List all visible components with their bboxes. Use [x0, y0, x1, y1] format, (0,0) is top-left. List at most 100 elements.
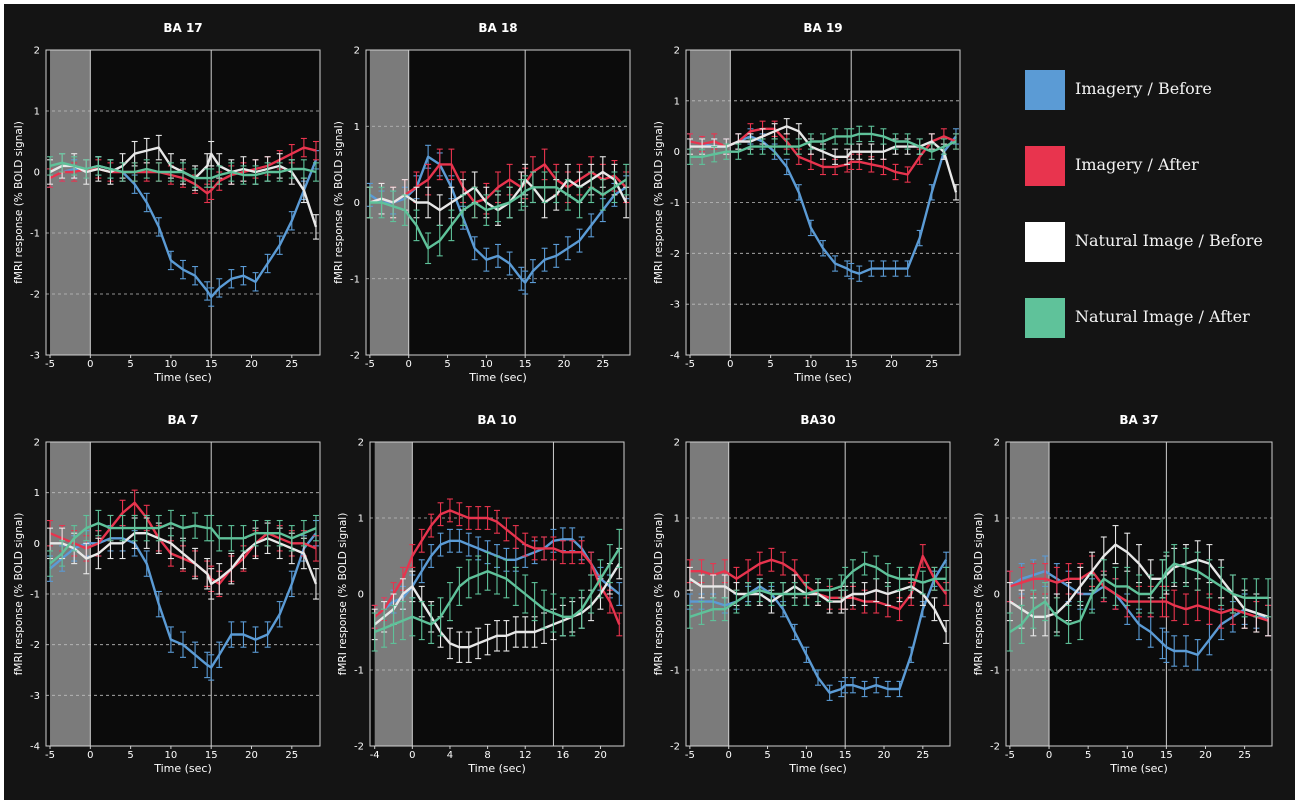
plot-frame	[685, 49, 961, 356]
legend-label-imagery-before: Imagery / Before	[1075, 79, 1212, 98]
x-axis-label: Time (sec)	[153, 371, 212, 384]
x-tick-label: -5	[685, 750, 695, 761]
plot-frame	[1005, 441, 1273, 747]
plot-frame	[365, 49, 631, 356]
x-tick-label: 0	[87, 359, 93, 370]
y-tick-label: -1	[30, 590, 40, 601]
series-natural-image-after	[366, 163, 630, 265]
legend-swatch-natural-before	[1025, 222, 1065, 262]
series-line	[369, 163, 627, 204]
y-tick-label: -1	[670, 198, 680, 209]
x-tick-label: 5	[767, 359, 773, 370]
x-tick-label: 4	[447, 750, 453, 761]
legend-swatch-natural-after	[1025, 298, 1065, 338]
y-tick-label: -1	[990, 666, 1000, 677]
x-axis-label: Time (sec)	[1109, 762, 1168, 775]
chart-ba-19: BA 19 -5 0 5 10 15 20 25 -4 -3 -2 -1 0 1 2 Time (sec) fM…	[653, 21, 961, 384]
y-tick-label: 1	[994, 514, 1000, 525]
chart-title: BA 37	[1119, 413, 1158, 427]
x-tick-label: 20	[885, 359, 898, 370]
y-tick-label: 2	[34, 438, 40, 449]
x-tick-label: 25	[925, 359, 938, 370]
x-tick-label: 10	[1121, 750, 1134, 761]
chart-title: BA 7	[168, 413, 199, 427]
y-axis-label: fMRI response (% BOLD signal)	[653, 121, 665, 284]
y-tick-label: -2	[354, 742, 364, 753]
series-natural-image-after	[47, 153, 319, 188]
chart-title: BA30	[800, 413, 835, 427]
series-line	[49, 521, 317, 565]
y-tick-label: 1	[674, 96, 680, 107]
chart-ba-17: BA 17 -5 0 5 10 15 20 25 -3 -2 -1 0 1 2 Time (sec) fMRI…	[13, 21, 321, 384]
y-axis-label: fMRI response (% BOLD signal)	[337, 513, 349, 676]
series-line	[374, 547, 621, 634]
x-axis-label: Time (sec)	[793, 371, 852, 384]
y-axis-label: fMRI response (% BOLD signal)	[13, 513, 25, 676]
y-tick-label: 1	[34, 488, 40, 499]
y-tick-label: 2	[674, 46, 680, 57]
y-axis-label: fMRI response (% BOLD signal)	[653, 513, 665, 676]
x-tick-label: 5	[764, 750, 770, 761]
x-tick-label: 25	[285, 359, 298, 370]
series-natural-image-after	[686, 551, 950, 629]
legend-swatch-imagery-before	[1025, 70, 1065, 110]
series-line	[369, 170, 628, 212]
x-tick-label: 15	[1160, 750, 1173, 761]
y-tick-label: -2	[350, 351, 360, 362]
x-tick-label: 5	[444, 359, 450, 370]
series-line	[689, 577, 948, 633]
series-line	[690, 125, 958, 193]
series-line	[690, 132, 957, 159]
y-tick-label: -1	[30, 229, 40, 240]
chart-ba-18: BA 18 -5 0 5 10 15 20 25 -2 -1 0 1 2 Time (sec) fMRI r…	[333, 21, 631, 384]
y-tick-label: -2	[990, 742, 1000, 753]
chart-title: BA 10	[477, 413, 516, 427]
baseline-shade	[50, 50, 91, 355]
x-tick-label: 8	[484, 750, 490, 761]
series-line	[373, 509, 621, 625]
plot-frame	[369, 441, 625, 747]
series-natural-image-after	[1006, 544, 1272, 652]
plot-area	[46, 50, 320, 355]
y-tick-label: 1	[358, 514, 364, 525]
x-tick-label: 10	[805, 359, 818, 370]
x-tick-label: 10	[480, 359, 493, 370]
legend-item-imagery-before: Imagery / Before	[1025, 70, 1285, 146]
y-tick-label: 0	[358, 590, 364, 601]
x-tick-label: 10	[165, 359, 178, 370]
legend-swatch-imagery-after	[1025, 146, 1065, 186]
x-tick-label: 0	[1046, 750, 1052, 761]
x-tick-label: 20	[594, 750, 607, 761]
chart-title: BA 17	[163, 21, 202, 35]
x-tick-label: 15	[519, 359, 532, 370]
series-line	[1009, 570, 1269, 622]
y-tick-label: -4	[30, 742, 40, 753]
series-line	[689, 554, 948, 611]
x-tick-label: 15	[839, 750, 852, 761]
x-tick-label: -5	[45, 750, 55, 761]
y-tick-label: -1	[670, 666, 680, 677]
y-tick-label: -3	[30, 351, 40, 362]
chart-title: BA 19	[803, 21, 842, 35]
plot-frame	[45, 49, 321, 356]
series-line	[50, 532, 318, 586]
y-tick-label: 0	[674, 147, 680, 158]
x-tick-label: 20	[878, 750, 891, 761]
legend: Imagery / Before Imagery / After Natural…	[1025, 70, 1285, 374]
y-tick-label: 2	[994, 438, 1000, 449]
y-tick-label: 2	[354, 46, 360, 57]
y-tick-label: 1	[34, 107, 40, 118]
x-tick-label: -5	[365, 359, 375, 370]
y-tick-label: 2	[674, 438, 680, 449]
x-tick-label: 10	[800, 750, 813, 761]
y-axis-label: fMRI response (% BOLD signal)	[13, 121, 25, 284]
legend-item-imagery-after: Imagery / After	[1025, 146, 1285, 222]
y-tick-label: -2	[30, 640, 40, 651]
x-tick-label: -4	[370, 750, 380, 761]
y-tick-label: -2	[670, 249, 680, 260]
y-tick-label: 2	[34, 46, 40, 57]
y-tick-label: 0	[34, 168, 40, 179]
x-tick-label: 15	[845, 359, 858, 370]
